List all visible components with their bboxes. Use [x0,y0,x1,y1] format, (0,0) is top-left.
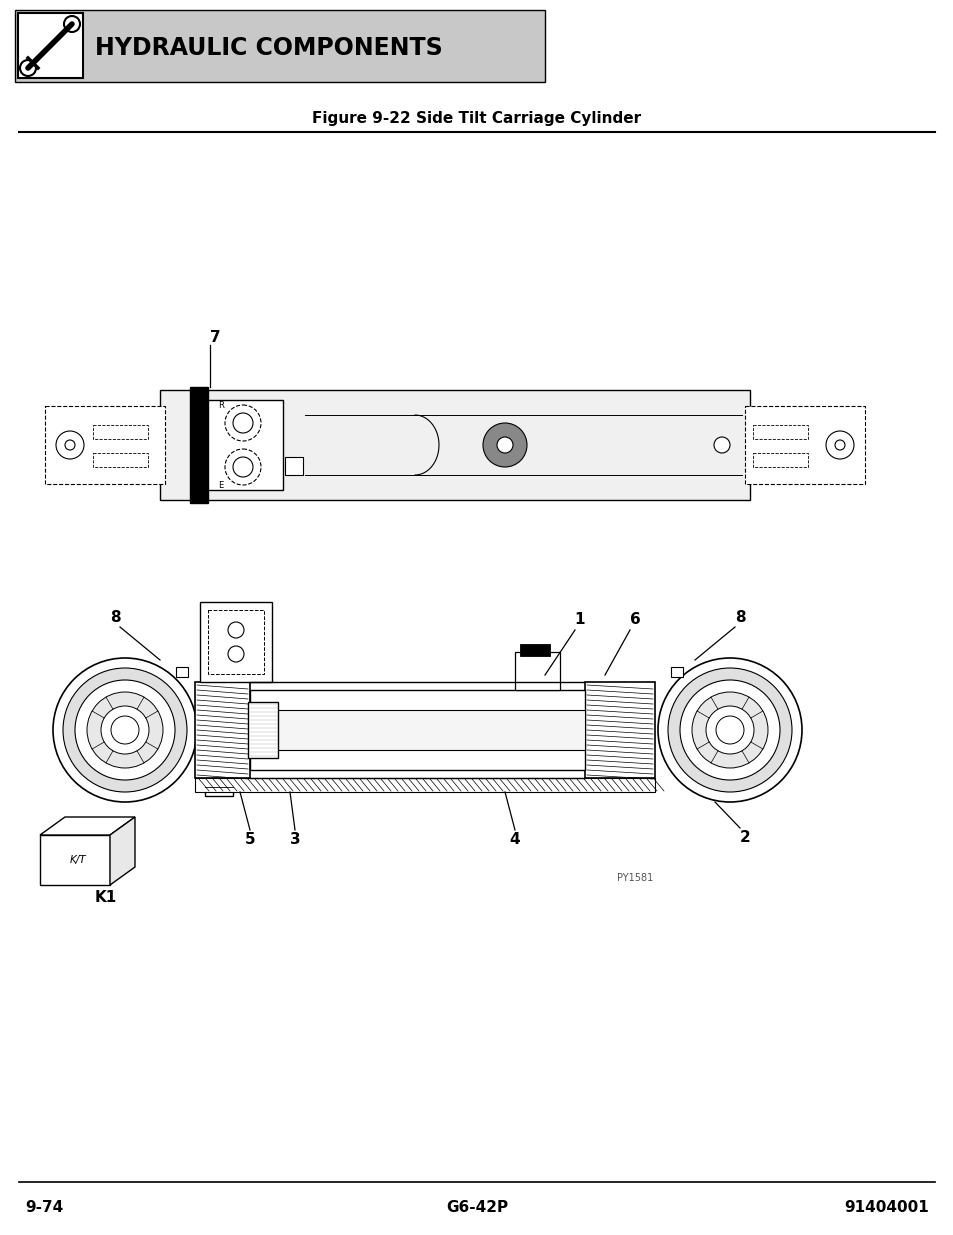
Text: Figure 9-22 Side Tilt Carriage Cylinder: Figure 9-22 Side Tilt Carriage Cylinder [313,110,640,126]
Circle shape [228,622,244,638]
Circle shape [482,424,526,467]
Circle shape [716,716,743,743]
Text: 1: 1 [574,613,584,627]
Bar [248,701,277,758]
Bar [40,835,110,885]
Circle shape [225,405,261,441]
Text: PY1581: PY1581 [617,873,653,883]
Text: G6-42P: G6-42P [445,1199,508,1214]
Circle shape [20,61,36,77]
Bar [194,778,655,792]
Bar [515,652,559,690]
Text: 7: 7 [210,330,220,345]
Bar [175,667,188,677]
Bar [744,406,864,484]
Circle shape [65,440,75,450]
Text: 9-74: 9-74 [25,1199,63,1214]
Text: 5: 5 [244,832,255,847]
Bar [584,682,655,778]
Circle shape [705,706,753,755]
Text: 4: 4 [509,832,519,847]
Text: 2: 2 [739,830,750,846]
Circle shape [63,668,187,792]
Bar [208,610,264,674]
Bar [208,400,283,490]
Bar [92,425,148,438]
Text: 6: 6 [629,613,639,627]
Bar [285,457,303,475]
Text: K1: K1 [95,890,117,905]
Circle shape [228,646,244,662]
Circle shape [497,437,513,453]
Circle shape [75,680,174,781]
Bar [250,690,584,769]
Circle shape [56,431,84,459]
Bar [18,14,83,78]
Circle shape [64,16,80,32]
Bar [752,453,807,467]
Bar [670,667,682,677]
Circle shape [53,658,196,802]
Bar [92,453,148,467]
Text: 8: 8 [734,610,744,625]
Text: 3: 3 [290,832,300,847]
Circle shape [233,412,253,433]
Circle shape [111,716,139,743]
Polygon shape [205,778,233,797]
Text: K/T: K/T [70,855,86,864]
Circle shape [825,431,853,459]
Circle shape [691,692,767,768]
Circle shape [713,437,729,453]
Text: HYDRAULIC COMPONENTS: HYDRAULIC COMPONENTS [95,36,442,61]
Bar [190,387,208,503]
Text: R: R [218,400,224,410]
Bar [250,710,584,750]
Text: 8: 8 [110,610,120,625]
Polygon shape [110,818,135,885]
Bar [160,390,749,500]
Bar [194,682,250,778]
Circle shape [233,457,253,477]
Circle shape [834,440,844,450]
Circle shape [101,706,149,755]
Circle shape [679,680,780,781]
Circle shape [658,658,801,802]
Bar [752,425,807,438]
Circle shape [87,692,163,768]
Circle shape [667,668,791,792]
Text: E: E [218,480,223,489]
Bar [15,10,544,82]
Polygon shape [40,818,135,835]
Bar [519,643,550,656]
Bar [45,406,165,484]
Text: 91404001: 91404001 [843,1199,928,1214]
Bar [200,601,272,682]
Circle shape [225,450,261,485]
